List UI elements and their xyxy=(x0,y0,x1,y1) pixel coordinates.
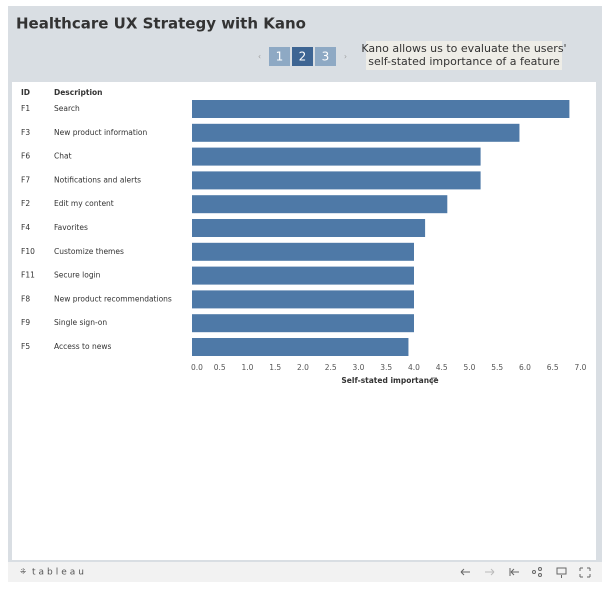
row-description: New product information xyxy=(54,128,148,137)
bar xyxy=(192,314,414,333)
row-description: Search xyxy=(54,104,80,113)
toolbar xyxy=(8,562,602,582)
annotation-line: Kano allows us to evaluate the users' xyxy=(361,42,566,55)
row-id: F9 xyxy=(21,318,30,327)
annotation-line: self-stated importance of a feature xyxy=(368,55,560,68)
bar xyxy=(192,266,414,285)
x-tick-label: 0.0 xyxy=(191,363,203,372)
x-tick-label: 1.0 xyxy=(242,363,254,372)
bar xyxy=(192,171,481,190)
page-label[interactable]: 1 xyxy=(276,50,284,64)
x-tick-label: 6.0 xyxy=(519,363,531,372)
row-id: F6 xyxy=(21,152,30,161)
x-tick-label: 4.0 xyxy=(408,363,420,372)
x-tick-label: 1.5 xyxy=(269,363,281,372)
column-header: Description xyxy=(54,88,103,97)
bar xyxy=(192,100,570,118)
bar-chart: 0.0 0.5 1.0 1.5 2.0 2.5 3.0 3.5 4.0 4.5 5.0 5.5 6.0 6… xyxy=(21,100,587,372)
dashboard-title: Healthcare UX Strategy with Kano xyxy=(16,15,306,33)
brand-logo: ⁜ xyxy=(20,567,26,576)
row-description: Edit my content xyxy=(54,199,114,208)
x-tick-label: 5.0 xyxy=(464,363,476,372)
row-id: F11 xyxy=(21,271,35,280)
x-tick-label: 3.5 xyxy=(380,363,392,372)
row-description: Favorites xyxy=(54,223,88,232)
x-tick-label: 3.0 xyxy=(353,363,365,372)
next-arrow[interactable]: › xyxy=(344,52,347,61)
bar xyxy=(192,290,414,309)
row-description: Notifications and alerts xyxy=(54,175,141,184)
prev-arrow[interactable]: ‹ xyxy=(258,52,261,61)
row-id: F7 xyxy=(21,175,30,184)
row-description: Single sign-on xyxy=(54,318,107,327)
row-id: F10 xyxy=(21,247,35,256)
row-id: F5 xyxy=(21,342,30,351)
bar xyxy=(192,219,426,237)
row-id: F1 xyxy=(21,104,30,113)
bar xyxy=(192,338,409,356)
page-button-active[interactable] xyxy=(292,47,313,66)
x-tick-label: 5.5 xyxy=(491,363,503,372)
row-description: Secure login xyxy=(54,271,101,280)
toolbar-icons[interactable] xyxy=(460,567,591,579)
annotation-box xyxy=(366,41,562,70)
page-label[interactable]: 3 xyxy=(322,50,330,64)
x-tick-label: 0.5 xyxy=(214,363,226,372)
page-button[interactable] xyxy=(315,47,336,66)
x-tick-label: 4.5 xyxy=(436,363,448,372)
row-description: Customize themes xyxy=(54,247,124,256)
column-header: ID xyxy=(21,88,30,97)
row-id: F3 xyxy=(21,128,30,137)
bar xyxy=(192,242,414,261)
brand-name: tableau xyxy=(32,568,87,578)
x-axis-title: Self-stated importance xyxy=(341,376,438,385)
row-id: F4 xyxy=(21,223,30,232)
row-description: Access to news xyxy=(54,342,111,351)
sort-icon[interactable] xyxy=(431,377,437,385)
row-id: F8 xyxy=(21,294,30,303)
bar xyxy=(192,195,448,214)
row-description: New product recommendations xyxy=(54,294,172,303)
x-tick-label: 7.0 xyxy=(575,363,587,372)
bar xyxy=(192,147,481,166)
x-tick-label: 2.0 xyxy=(297,363,309,372)
bar xyxy=(192,123,520,142)
x-tick-label: 2.5 xyxy=(325,363,337,372)
x-tick-label: 6.5 xyxy=(547,363,559,372)
page-button[interactable] xyxy=(269,47,290,66)
page-label[interactable]: 2 xyxy=(299,50,307,64)
row-id: F2 xyxy=(21,199,30,208)
row-description: Chat xyxy=(54,152,72,161)
